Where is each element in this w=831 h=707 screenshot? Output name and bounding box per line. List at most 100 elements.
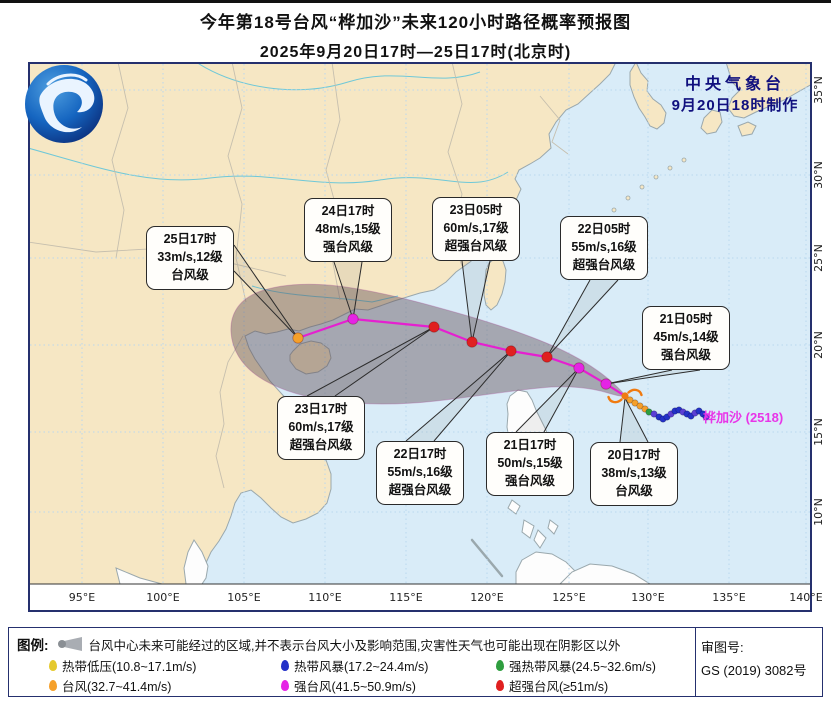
legend-item-label: 超强台风(≥51m/s) — [509, 680, 609, 694]
cma-logo — [25, 65, 103, 143]
legend-item: 强热带风暴(24.5~32.6m/s) — [496, 656, 686, 675]
callout-level: 强台风级 — [322, 239, 373, 254]
callout-time: 25日17时 — [163, 232, 217, 247]
callout-wind: 45m/s,14级 — [653, 330, 719, 345]
forecast-track-point — [505, 345, 517, 357]
lon-label: 95°E — [69, 591, 95, 604]
callout-level: 台风级 — [615, 483, 653, 498]
bottom-axis-strip — [30, 584, 810, 610]
japan-kyushu — [700, 109, 723, 135]
observed-track-point — [631, 399, 639, 407]
callout-time: 21日17时 — [503, 438, 557, 453]
forecast-callout-22日17时: 22日17时 55m/s,16级 超强台风级 — [376, 441, 464, 505]
legend-item: 热带低压(10.8~17.1m/s) — [49, 656, 281, 675]
callout-time: 20日17时 — [607, 448, 661, 463]
agency-issued-time: 9月20日18时制作 — [671, 96, 799, 114]
legend-dot-icon — [49, 680, 57, 691]
lon-label: 105°E — [227, 591, 260, 604]
callout-level: 超强台风级 — [289, 437, 353, 452]
probability-cone — [230, 283, 626, 405]
typhoon-symbol-icon — [607, 388, 643, 404]
forecast-callout-23日17时: 23日17时 60m/s,17级 超强台风级 — [277, 396, 365, 460]
forecast-callout-22日05时: 22日05时 55m/s,16级 超强台风级 — [560, 216, 648, 280]
legend-item-label: 强热带风暴(24.5~32.6m/s) — [509, 660, 656, 674]
lon-label: 100°E — [146, 591, 179, 604]
forecast-track-point — [466, 336, 478, 348]
legend-item: 台风(32.7~41.4m/s) — [49, 676, 281, 695]
forecast-track-point — [600, 378, 612, 390]
callout-pointer-layer — [233, 244, 701, 443]
header: 今年第18号台风“桦加沙”未来120小时路径概率预报图 2025年9月20日17… — [0, 8, 831, 62]
lon-label: 125°E — [552, 591, 585, 604]
japan-honshu — [726, 64, 810, 119]
callout-level: 台风级 — [171, 267, 209, 282]
legend-item: 热带风暴(17.2~24.4m/s) — [281, 656, 496, 675]
hainan-island — [289, 340, 332, 375]
palawan-island — [470, 538, 504, 578]
forecast-track-point — [292, 332, 304, 344]
forecast-callout-24日17时: 24日17时 48m/s,15级 强台风级 — [304, 198, 392, 262]
callout-time: 22日05时 — [577, 222, 631, 237]
page-subtitle: 2025年9月20日17时—25日17时(北京时) — [259, 44, 572, 61]
lon-label: 110°E — [308, 591, 341, 604]
callout-time: 23日05时 — [449, 203, 503, 218]
mainland-asia — [30, 64, 616, 585]
approval-number: GS (2019) 3082号 — [701, 663, 807, 679]
latitude-labels: 35°N 30°N 25°N 20°N 15°N 10°N — [812, 76, 825, 526]
forecast-track-point — [347, 313, 359, 325]
legend-item-label: 热带风暴(17.2~24.4m/s) — [294, 660, 429, 674]
lat-label: 35°N — [812, 76, 825, 104]
legend-cone-text: 台风中心未来可能经过的区域,并不表示台风大小及影响范围,灾害性天气也可能出现在阴… — [88, 638, 621, 653]
observed-track-point — [636, 402, 644, 410]
legend-left: 图例: 台风中心未来可能经过的区域,并不表示台风大小及影响范围,灾害性天气也可能… — [9, 628, 695, 696]
callout-level: 超强台风级 — [388, 482, 452, 497]
lat-label: 20°N — [812, 331, 825, 359]
callout-wind: 33m/s,12级 — [157, 250, 223, 265]
forecast-track-point — [428, 321, 440, 333]
cone-icon — [57, 637, 82, 651]
legend-row-2: 热带低压(10.8~17.1m/s) 热带风暴(17.2~24.4m/s) 强热带风… — [49, 656, 689, 675]
callout-level: 强台风级 — [660, 347, 711, 362]
callout-time: 21日05时 — [659, 312, 713, 327]
lon-label: 135°E — [712, 591, 745, 604]
legend-item-label: 台风(32.7~41.4m/s) — [62, 680, 172, 694]
lat-label: 15°N — [812, 418, 825, 446]
track-layer — [292, 313, 710, 423]
lon-label: 115°E — [389, 591, 422, 604]
legend-dot-icon — [281, 680, 289, 691]
page-title: 今年第18号台风“桦加沙”未来120小时路径概率预报图 — [199, 13, 632, 32]
observed-track-point — [650, 410, 658, 418]
callout-wind: 60m/s,17级 — [443, 221, 509, 236]
legend-item: 强台风(41.5~50.9m/s) — [281, 676, 496, 695]
approval-label: 审图号: — [701, 640, 744, 655]
callout-wind: 38m/s,13级 — [601, 466, 667, 481]
legend-title: 图例: — [17, 638, 49, 653]
legend-dot-icon — [49, 660, 57, 671]
lat-label: 10°N — [812, 498, 825, 526]
taiwan-island — [483, 257, 507, 311]
agency-name: 中央气象台 — [684, 76, 785, 93]
approval-block: 审图号: GS (2019) 3082号 — [701, 636, 821, 683]
observed-track-point — [702, 413, 710, 421]
japan-shikoku — [737, 121, 757, 137]
legend-panel: 图例: 台风中心未来可能经过的区域,并不表示台风大小及影响范围,灾害性天气也可能… — [8, 627, 823, 697]
agency-block: 中央气象台 9月20日18时制作 — [650, 74, 820, 116]
legend-dot-icon — [496, 660, 504, 671]
callout-level: 超强台风级 — [444, 238, 508, 253]
lon-label: 130°E — [631, 591, 664, 604]
storm-name-label: 桦加沙 (2518) — [703, 410, 784, 425]
callout-level: 超强台风级 — [572, 257, 636, 272]
forecast-callout-21日05时: 21日05时 45m/s,14级 强台风级 — [642, 306, 730, 370]
forecast-callout-21日17时: 21日17时 50m/s,15级 强台风级 — [486, 432, 574, 496]
forecast-track-point — [573, 362, 585, 374]
callout-wind: 50m/s,15级 — [497, 456, 563, 471]
basemap — [30, 64, 810, 610]
forecast-track-point — [541, 351, 553, 363]
legend-dot-icon — [281, 660, 289, 671]
lon-label: 120°E — [470, 591, 503, 604]
legend-cone-row: 图例: 台风中心未来可能经过的区域,并不表示台风大小及影响范围,灾害性天气也可能… — [17, 634, 620, 654]
legend-item-label: 热带低压(10.8~17.1m/s) — [62, 660, 197, 674]
callout-wind: 60m/s,17级 — [288, 420, 354, 435]
callout-time: 24日17时 — [321, 204, 375, 219]
